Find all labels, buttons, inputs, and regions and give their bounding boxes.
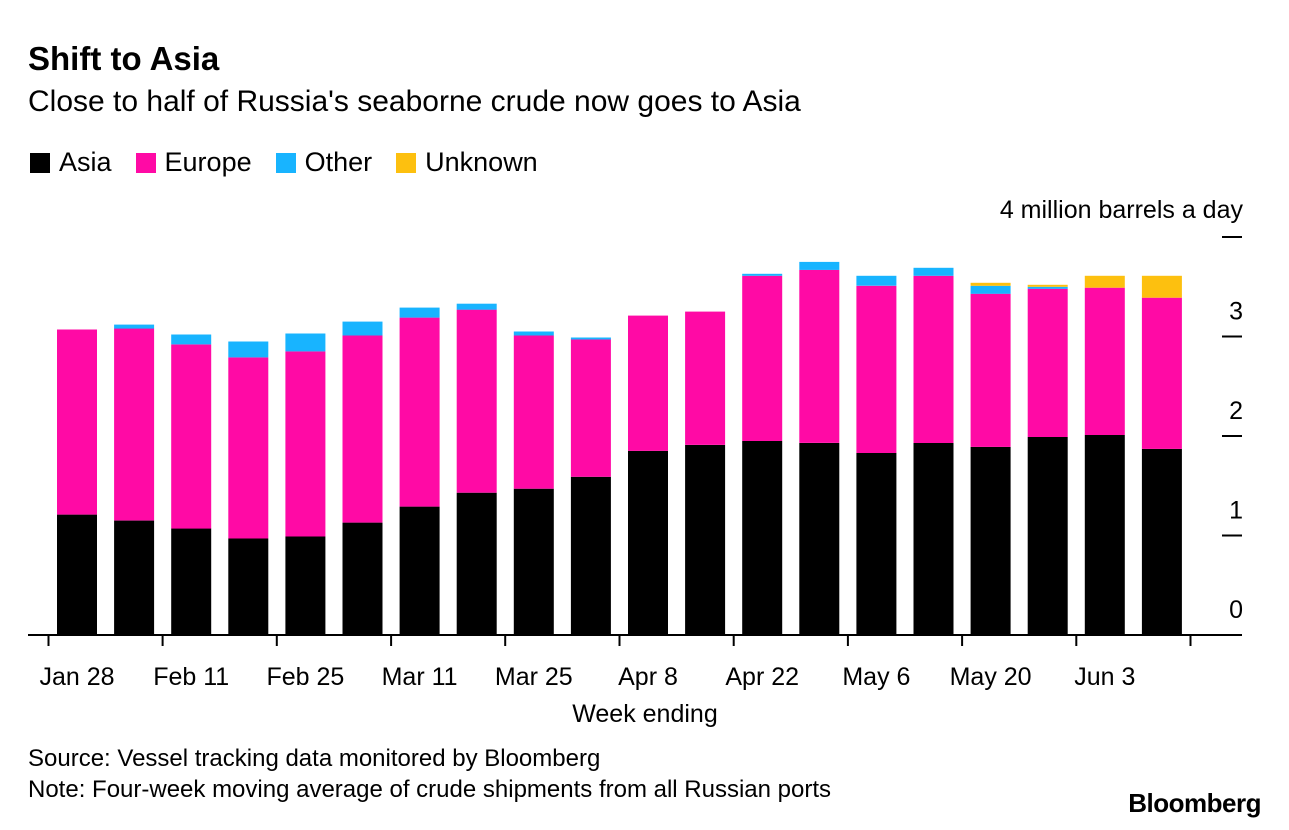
bar-other-12 bbox=[742, 273, 783, 276]
x-tick-label-8: Mar 25 bbox=[495, 663, 573, 691]
legend-swatch-asia bbox=[30, 152, 50, 173]
bar-europe-11 bbox=[685, 311, 726, 445]
legend-label-asia: Asia bbox=[59, 147, 112, 177]
bar-europe-17 bbox=[1027, 288, 1068, 437]
bar-europe-9 bbox=[570, 339, 611, 477]
bar-unknown-16 bbox=[970, 282, 1011, 286]
bar-asia-6 bbox=[399, 506, 440, 635]
bar-other-3 bbox=[228, 341, 269, 358]
bar-asia-0 bbox=[57, 514, 97, 635]
bar-europe-18 bbox=[1084, 287, 1125, 435]
bar-asia-10 bbox=[628, 450, 668, 635]
bar-asia-13 bbox=[799, 443, 840, 635]
bar-other-14 bbox=[856, 275, 897, 286]
y-axis-unit-label: 4 million barrels a day bbox=[1000, 196, 1244, 224]
legend-label-other: Other bbox=[304, 147, 373, 177]
bar-asia-5 bbox=[342, 522, 383, 635]
bar-other-15 bbox=[913, 267, 954, 276]
chart-title: Shift to Asia bbox=[28, 40, 220, 77]
x-tick-label-18: Jun 3 bbox=[1074, 663, 1135, 691]
bar-asia-18 bbox=[1084, 435, 1125, 635]
source-note: Source: Vessel tracking data monitored b… bbox=[28, 745, 601, 772]
bar-europe-3 bbox=[228, 357, 269, 539]
bloomberg-logo: Bloomberg bbox=[1128, 788, 1261, 818]
legend-item-asia: Asia bbox=[30, 147, 112, 178]
bar-europe-12 bbox=[742, 275, 783, 441]
bar-europe-8 bbox=[513, 335, 554, 489]
bar-other-17 bbox=[1027, 286, 1068, 289]
y-tick-label-2: 2 bbox=[1229, 397, 1243, 425]
x-tick-label-14: May 6 bbox=[842, 663, 910, 691]
bar-other-6 bbox=[399, 307, 440, 318]
bar-asia-3 bbox=[228, 538, 269, 635]
bar-asia-14 bbox=[856, 452, 897, 635]
bar-unknown-19 bbox=[1141, 275, 1182, 298]
x-axis-title: Week ending bbox=[572, 700, 717, 728]
y-axis: 0 1 2 3 bbox=[1222, 236, 1243, 624]
y-tick-label-0: 0 bbox=[1229, 596, 1243, 624]
legend-swatch-other bbox=[275, 152, 296, 173]
bar-asia-4 bbox=[285, 536, 326, 635]
legend-swatch-europe bbox=[135, 152, 156, 173]
legend-item-unknown: Unknown bbox=[396, 147, 538, 178]
bar-asia-15 bbox=[913, 443, 954, 635]
x-tick-label-10: Apr 8 bbox=[618, 663, 678, 691]
y-tick-label-3: 3 bbox=[1229, 298, 1243, 326]
bar-unknown-18 bbox=[1084, 275, 1125, 288]
bar-europe-15 bbox=[913, 275, 954, 443]
bar-europe-10 bbox=[628, 315, 668, 451]
bar-europe-4 bbox=[285, 351, 326, 537]
x-tick-label-16: May 20 bbox=[950, 663, 1032, 691]
bar-europe-6 bbox=[399, 317, 440, 507]
x-tick-label-6: Mar 11 bbox=[382, 663, 458, 691]
bar-other-13 bbox=[799, 261, 840, 270]
bar-asia-1 bbox=[114, 520, 155, 635]
x-tick-label-12: Apr 22 bbox=[725, 663, 799, 691]
legend-label-europe: Europe bbox=[164, 147, 252, 177]
bar-other-9 bbox=[570, 337, 611, 340]
legend-item-europe: Europe bbox=[135, 147, 252, 178]
bar-asia-19 bbox=[1141, 448, 1182, 635]
bar-asia-11 bbox=[685, 445, 726, 635]
bar-other-7 bbox=[456, 303, 497, 310]
legend-item-other: Other bbox=[275, 147, 373, 178]
bar-europe-7 bbox=[456, 309, 497, 493]
methodology-note: Note: Four-week moving average of crude … bbox=[28, 776, 832, 803]
bar-europe-2 bbox=[171, 344, 212, 529]
bar-unknown-17 bbox=[1027, 284, 1068, 287]
bar-europe-5 bbox=[342, 335, 383, 523]
bar-other-8 bbox=[513, 331, 554, 336]
bars-group bbox=[57, 261, 1182, 635]
bar-other-5 bbox=[342, 321, 383, 336]
x-axis: Jan 28 Feb 11 Feb 25 Mar 11 Mar 25 Apr 8 Apr 2… bbox=[39, 635, 1192, 691]
bar-other-4 bbox=[285, 333, 326, 352]
legend-swatch-unknown bbox=[396, 152, 417, 173]
bar-asia-8 bbox=[513, 488, 554, 635]
x-tick-label-4: Feb 25 bbox=[266, 663, 344, 691]
bar-europe-1 bbox=[114, 328, 155, 521]
chart-subtitle: Close to half of Russia's seaborne crude… bbox=[28, 85, 801, 118]
bar-europe-16 bbox=[970, 293, 1011, 447]
bar-europe-14 bbox=[856, 285, 897, 453]
bar-other-1 bbox=[114, 324, 155, 329]
bar-europe-19 bbox=[1141, 297, 1182, 449]
bar-asia-7 bbox=[456, 492, 497, 635]
bar-europe-13 bbox=[799, 269, 840, 443]
y-tick-label-1: 1 bbox=[1229, 497, 1243, 525]
x-tick-label-2: Feb 11 bbox=[153, 663, 229, 691]
bar-asia-9 bbox=[570, 476, 611, 635]
bar-asia-2 bbox=[171, 528, 212, 635]
bar-asia-17 bbox=[1027, 437, 1068, 635]
bar-europe-0 bbox=[57, 329, 97, 515]
bar-asia-12 bbox=[742, 441, 783, 635]
x-tick-label-0: Jan 28 bbox=[39, 663, 114, 691]
bar-asia-16 bbox=[970, 446, 1011, 635]
bar-other-16 bbox=[970, 285, 1011, 294]
bar-other-2 bbox=[171, 334, 212, 345]
legend: Asia Europe Other Unknown bbox=[30, 147, 562, 178]
legend-label-unknown: Unknown bbox=[425, 147, 538, 177]
